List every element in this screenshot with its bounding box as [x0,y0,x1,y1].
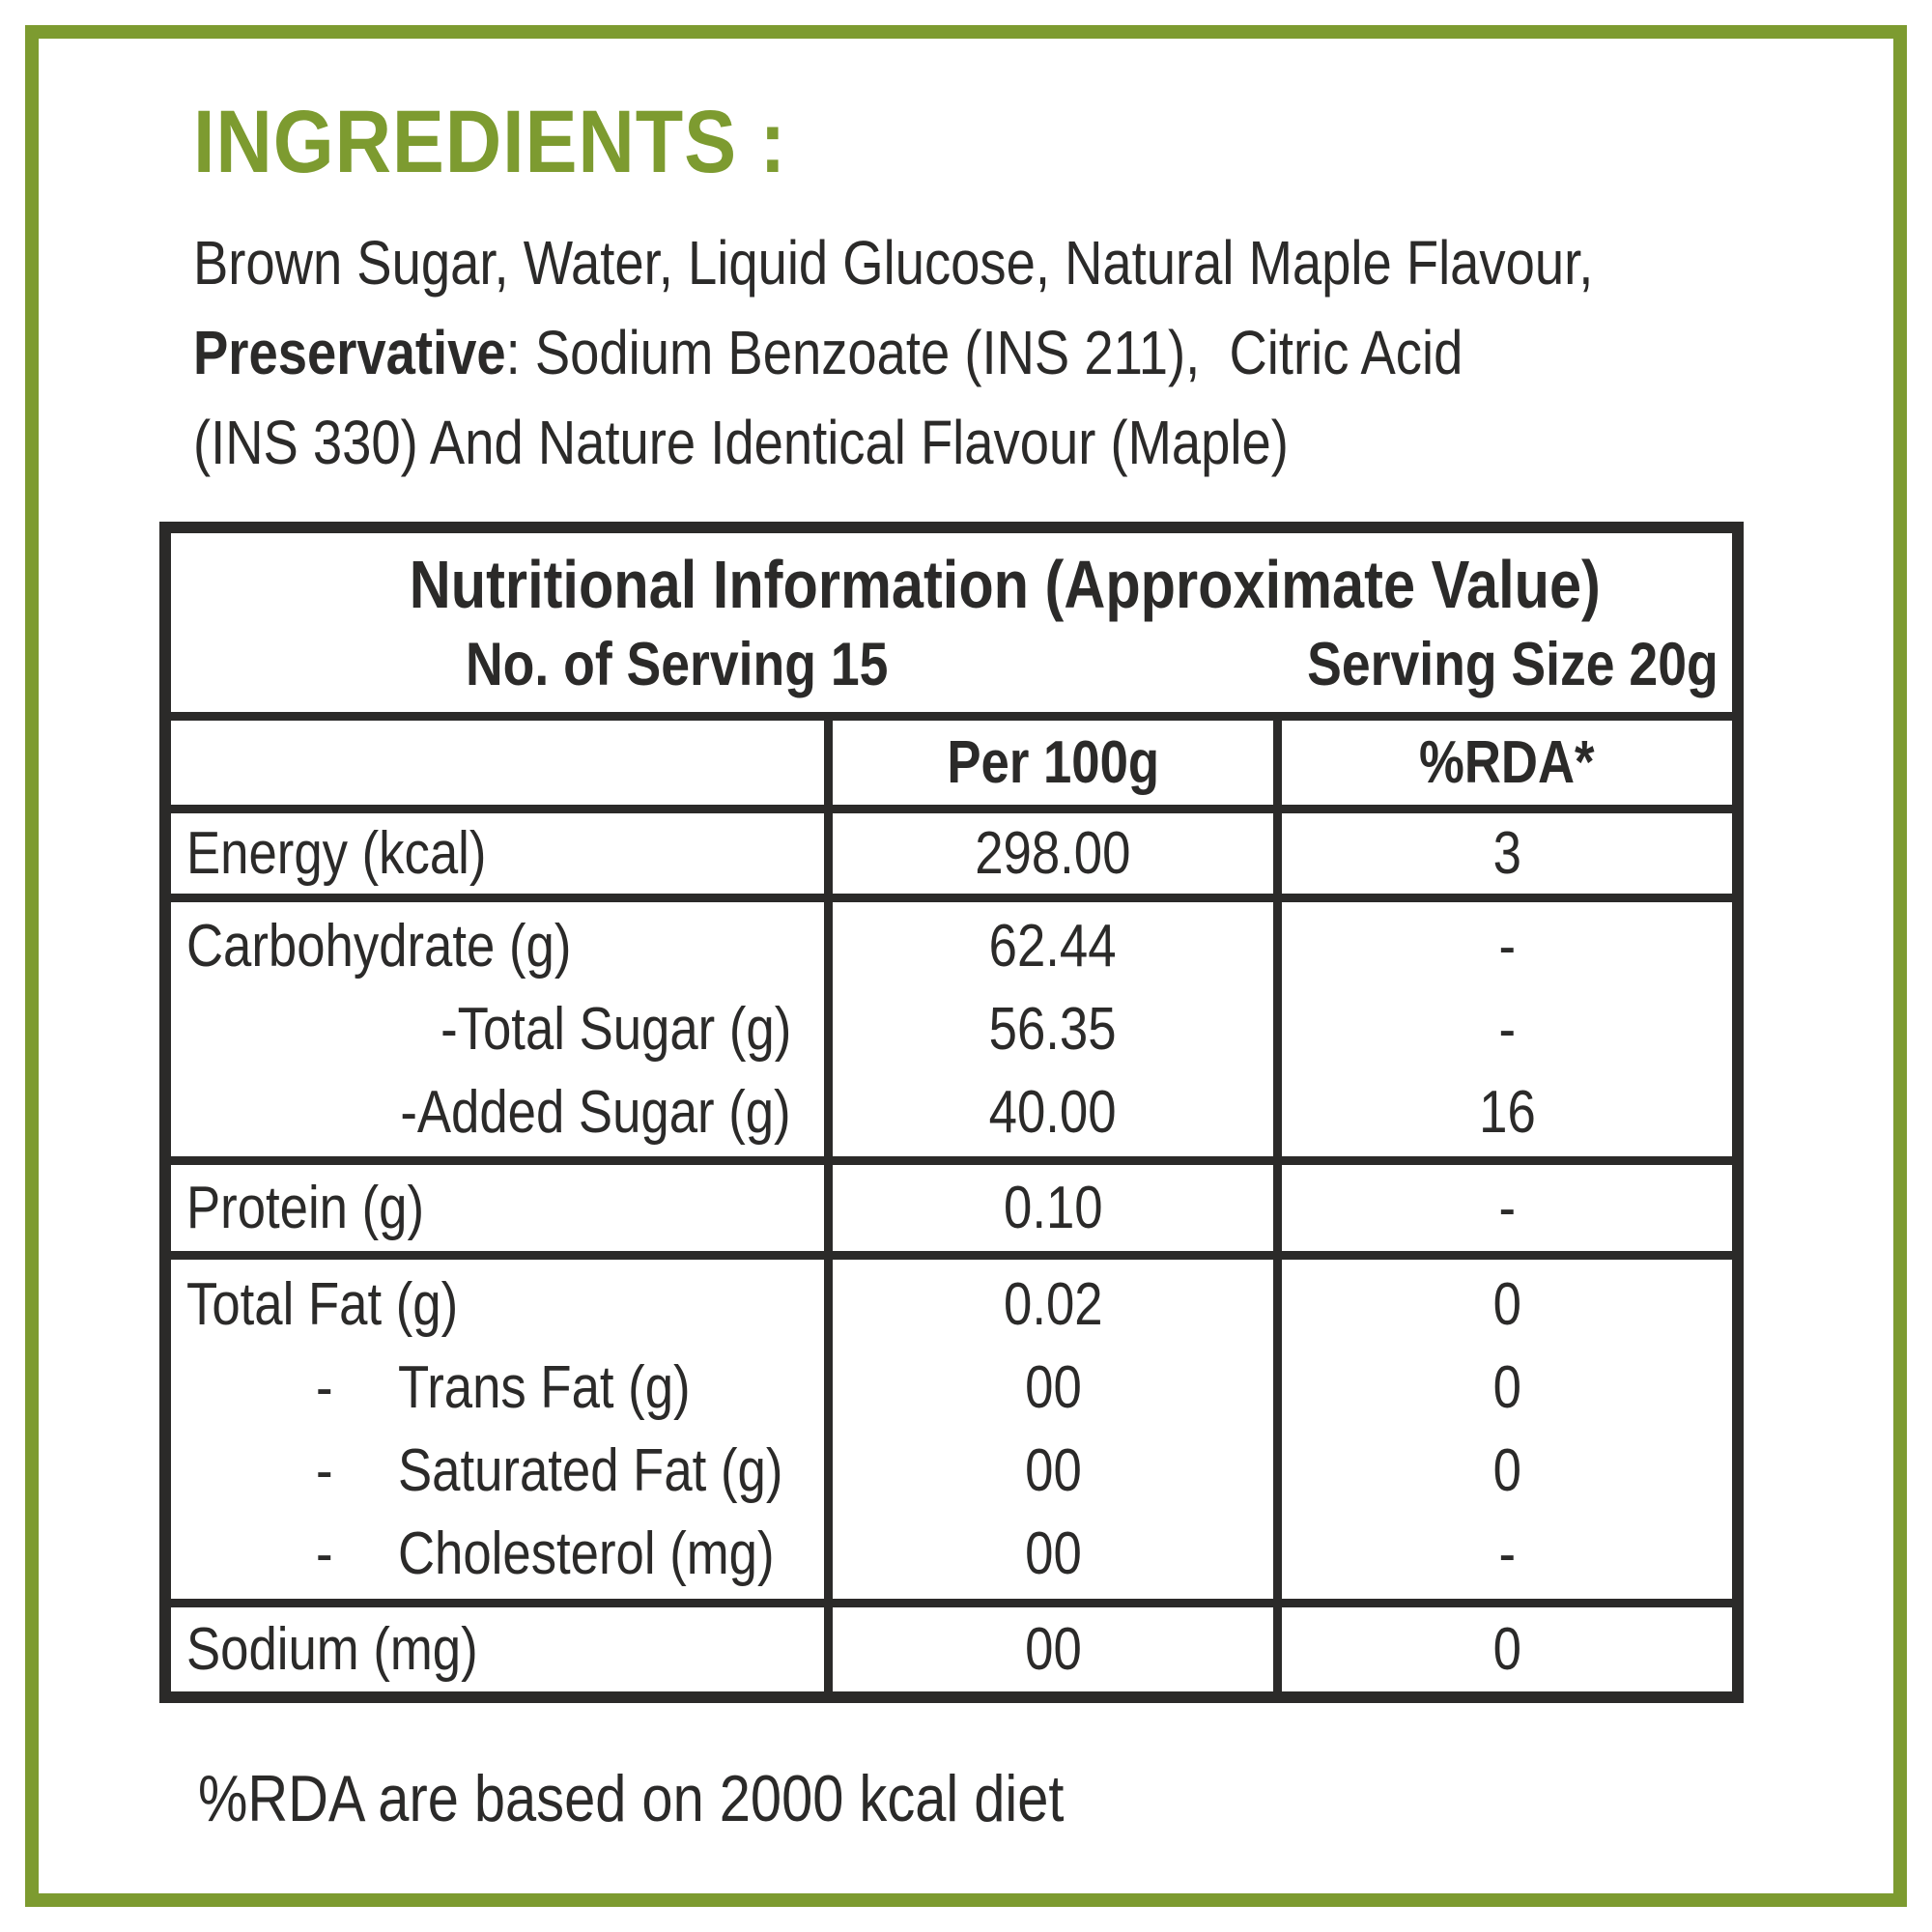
carbohydrate-rda: - [1498,912,1516,980]
saturated-fat-per100g: 00 [1024,1436,1082,1504]
column-header-nutrient [171,721,833,805]
saturated-fat-rda: 0 [1492,1436,1521,1504]
total-fat-per100g: 0.02 [1003,1270,1103,1338]
total-fat-rda: 0 [1492,1270,1521,1338]
carbohydrate-label: Carbohydrate (g) [186,912,572,980]
total-sugar-per100g: 56.35 [989,995,1117,1063]
ingredients-line-2: Preservative: Sodium Benzoate (INS 211),… [193,308,1768,398]
ingredients-line-1: Brown Sugar, Water, Liquid Glucose, Natu… [193,218,1768,308]
total-fat-label: Total Fat (g) [186,1270,459,1338]
sodium-rda: 0 [1492,1616,1521,1683]
nutrition-table: Nutritional Information (Approximate Val… [159,522,1744,1703]
serving-info-row: No. of Serving 15 Serving Size 20g [171,626,1732,703]
preservative-label: Preservative [193,318,506,387]
sodium-per100g: 00 [833,1607,1282,1691]
fat-rda-values: 0 0 0 - [1282,1260,1732,1599]
column-header-rda: %RDA* [1419,729,1595,796]
trans-fat-per100g: 00 [1024,1353,1082,1421]
servings-count: No. of Serving 15 [466,630,889,698]
carbohydrate-labels: Carbohydrate (g) -Total Sugar (g) -Added… [171,902,833,1156]
energy-per100g: 298.00 [833,813,1282,894]
ingredients-line-1-text: Brown Sugar, Water, Liquid Glucose, Natu… [193,228,1594,298]
fat-labels: Total Fat (g) - Trans Fat (g) - Saturated … [171,1260,833,1599]
protein-label: Protein (g) [171,1165,833,1251]
energy-row: Energy (kcal) 298.00 3 [171,805,1732,894]
fat-per100g-values: 0.02 00 00 00 [833,1260,1282,1599]
ingredients-line-3-text: (INS 330) And Nature Identical Flavour (… [193,408,1289,477]
energy-rda: 3 [1492,820,1521,887]
total-sugar-rda: - [1498,995,1516,1063]
trans-fat-label: - Trans Fat (g) [316,1353,691,1421]
column-header-per100g: Per 100g [833,721,1282,805]
trans-fat-rda: 0 [1492,1353,1521,1421]
ingredients-heading-text: INGREDIENTS : [193,93,787,191]
added-sugar-label: -Added Sugar (g) [400,1078,791,1146]
table-title-text: Nutritional Information (Approximate Val… [409,546,1601,622]
carbohydrate-rda-values: - - 16 [1282,902,1732,1156]
sodium-label: Sodium (mg) [171,1607,833,1691]
cholesterol-rda: - [1498,1520,1516,1587]
protein-rda: - [1498,1175,1516,1241]
saturated-fat-label: - Saturated Fat (g) [316,1436,783,1504]
added-sugar-per100g: 40.00 [989,1078,1117,1146]
table-title: Nutritional Information (Approximate Val… [171,543,1732,626]
energy-label: Energy (kcal) [171,813,833,894]
cholesterol-label: - Cholesterol (mg) [316,1520,775,1587]
fat-section: Total Fat (g) - Trans Fat (g) - Saturated … [171,1251,1732,1599]
column-header-row: Per 100g %RDA* [171,712,1732,805]
sodium-row: Sodium (mg) 00 0 [171,1599,1732,1691]
added-sugar-rda: 16 [1478,1078,1536,1146]
carbohydrate-section: Carbohydrate (g) -Total Sugar (g) -Added… [171,894,1732,1156]
ingredients-section: INGREDIENTS : Brown Sugar, Water, Liquid… [193,92,1768,488]
serving-size: Serving Size 20g [1307,630,1719,698]
total-sugar-label: -Total Sugar (g) [440,995,791,1063]
protein-row: Protein (g) 0.10 - [171,1156,1732,1251]
carbohydrate-per100g: 62.44 [989,912,1117,980]
table-title-band: Nutritional Information (Approximate Val… [171,533,1732,712]
ingredients-line-3: (INS 330) And Nature Identical Flavour (… [193,398,1768,488]
protein-per100g: 0.10 [833,1165,1282,1251]
cholesterol-per100g: 00 [1024,1520,1082,1587]
ingredients-heading: INGREDIENTS : [193,92,1768,193]
ingredients-line-2-text: : Sodium Benzoate (INS 211), Citric Acid [505,318,1463,387]
carbohydrate-per100g-values: 62.44 56.35 40.00 [833,902,1282,1156]
rda-footnote: %RDA are based on 2000 kcal diet [198,1762,1065,1835]
